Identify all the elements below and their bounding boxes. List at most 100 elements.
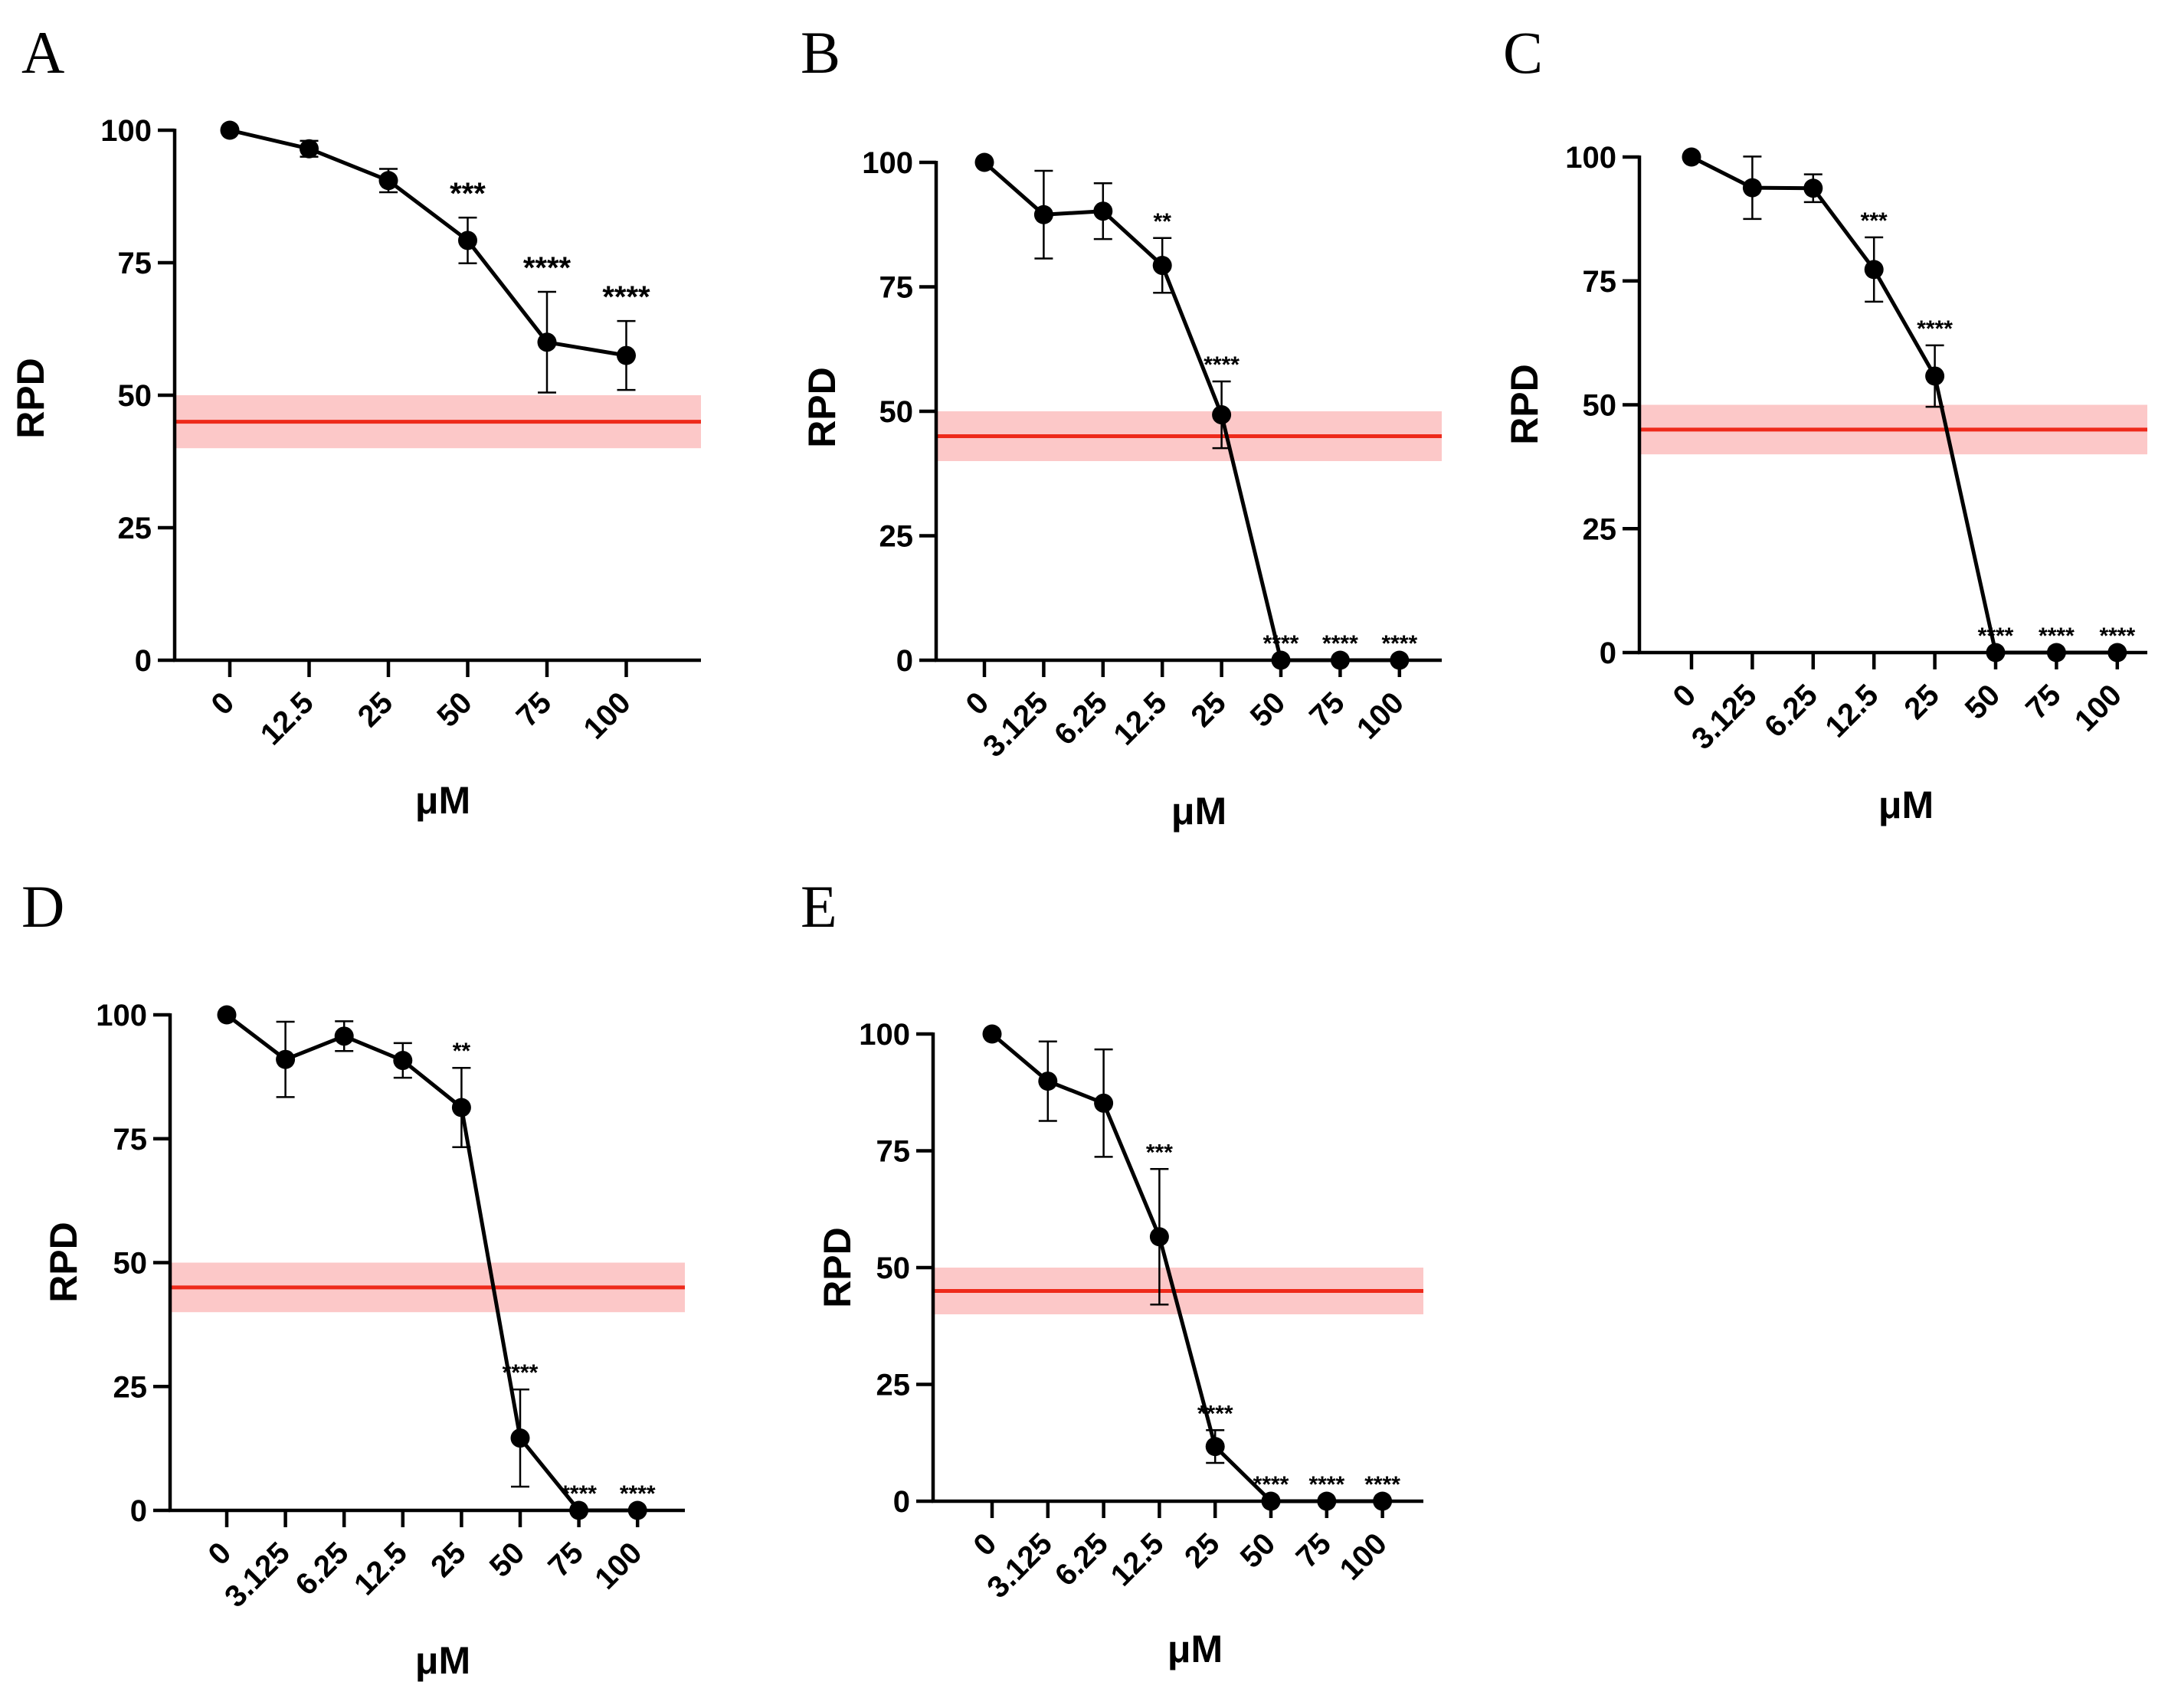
significance-label: *** xyxy=(1146,1140,1173,1165)
significance-label: **** xyxy=(1322,631,1358,656)
x-tick-label: 25 xyxy=(1898,678,1946,726)
data-point xyxy=(1149,1227,1169,1247)
data-point xyxy=(276,1049,296,1069)
data-point xyxy=(1373,1491,1393,1511)
y-axis-title: RPD xyxy=(801,367,843,448)
x-tick-label: 12.5 xyxy=(348,1536,414,1602)
y-tick-label: 75 xyxy=(1583,265,1617,299)
y-tick-label: 100 xyxy=(1565,141,1616,175)
y-tick-label: 0 xyxy=(1600,636,1616,670)
y-tick-label: 25 xyxy=(118,512,152,545)
x-tick-label: 12.5 xyxy=(1819,678,1885,744)
series-line xyxy=(983,161,1400,663)
data-point xyxy=(537,332,557,352)
y-axis-title: RPD xyxy=(1503,364,1546,445)
data-point xyxy=(1033,205,1053,224)
x-tick-label: 50 xyxy=(1234,1526,1282,1575)
data-point xyxy=(217,1005,237,1025)
x-tick-label: 12.5 xyxy=(254,685,320,751)
x-tick-label: 6.25 xyxy=(1048,685,1114,751)
data-point xyxy=(1261,1491,1281,1511)
x-tick-label: 75 xyxy=(2019,678,2068,726)
x-tick-label: 0 xyxy=(960,685,996,721)
y-tick-label: 25 xyxy=(113,1370,148,1404)
significance-label: **** xyxy=(1978,623,2014,649)
x-tick-label: 3.125 xyxy=(1685,678,1764,756)
significance-label: **** xyxy=(2099,623,2135,649)
y-tick-label: 25 xyxy=(876,1369,911,1402)
data-point xyxy=(1742,178,1762,198)
x-tick-label: 0 xyxy=(205,685,241,721)
x-tick-label: 0 xyxy=(202,1536,238,1572)
data-point xyxy=(1803,178,1823,198)
y-axis-title: RPD xyxy=(42,1222,85,1303)
x-axis-title: μM xyxy=(1171,790,1226,833)
x-tick-label: 6.25 xyxy=(289,1536,355,1602)
series-line xyxy=(225,1013,638,1513)
y-tick-label: 0 xyxy=(893,1485,910,1519)
x-axis-title: μM xyxy=(415,1639,470,1682)
x-tick-label: 6.25 xyxy=(1049,1526,1115,1592)
y-tick-label: 50 xyxy=(113,1247,148,1281)
data-point xyxy=(300,139,319,159)
x-tick-label: 50 xyxy=(1244,685,1292,734)
panel-letter: C xyxy=(1503,19,1543,86)
x-tick-label: 100 xyxy=(578,685,637,745)
significance-label: **** xyxy=(561,1481,597,1507)
x-tick-label: 50 xyxy=(431,685,479,734)
x-tick-label: 50 xyxy=(483,1536,532,1584)
data-point xyxy=(982,1024,1002,1044)
significance-label: **** xyxy=(1364,1472,1400,1497)
significance-label: **** xyxy=(1197,1401,1233,1426)
x-tick-label: 25 xyxy=(424,1536,473,1584)
series-line xyxy=(1690,155,2117,655)
data-point xyxy=(393,1051,413,1071)
y-tick-label: 0 xyxy=(130,1494,147,1528)
x-tick-label: 12.5 xyxy=(1105,1526,1171,1592)
x-tick-label: 12.5 xyxy=(1107,685,1173,751)
data-point xyxy=(1925,366,1945,386)
x-tick-label: 25 xyxy=(1178,1526,1226,1575)
significance-label: **** xyxy=(620,1481,656,1507)
significance-label: **** xyxy=(503,1360,539,1386)
panel-letter: E xyxy=(801,873,837,940)
x-tick-label: 0 xyxy=(1667,678,1703,714)
y-tick-label: 25 xyxy=(879,520,914,554)
data-point xyxy=(510,1428,530,1448)
x-tick-label: 50 xyxy=(1959,678,2007,726)
significance-label: **** xyxy=(1253,1472,1289,1497)
y-tick-label: 0 xyxy=(896,644,913,678)
x-tick-label: 75 xyxy=(1290,1526,1338,1575)
x-tick-label: 3.125 xyxy=(977,685,1055,764)
data-point xyxy=(1038,1072,1058,1091)
data-point xyxy=(1094,1093,1114,1113)
significance-label: *** xyxy=(450,177,486,211)
significance-label: **** xyxy=(523,251,571,285)
y-tick-label: 0 xyxy=(135,644,152,678)
x-tick-label: 25 xyxy=(1184,685,1233,734)
data-point xyxy=(458,231,477,250)
data-point xyxy=(1330,650,1350,670)
significance-label: ** xyxy=(1154,209,1172,234)
significance-label: **** xyxy=(1263,631,1299,656)
data-point xyxy=(569,1500,589,1520)
x-tick-label: 100 xyxy=(2068,678,2128,738)
data-point xyxy=(1205,1437,1225,1457)
y-tick-label: 100 xyxy=(100,114,152,148)
significance-label: **** xyxy=(1204,352,1240,378)
significance-label: **** xyxy=(602,280,650,314)
x-tick-label: 0 xyxy=(968,1526,1004,1562)
data-point xyxy=(378,171,398,191)
y-tick-label: 100 xyxy=(862,146,913,180)
data-point xyxy=(2107,643,2127,663)
x-tick-label: 100 xyxy=(588,1536,648,1595)
y-tick-label: 50 xyxy=(1583,389,1617,423)
data-point xyxy=(1093,201,1113,221)
y-tick-label: 100 xyxy=(96,999,147,1032)
data-point xyxy=(1986,643,2006,663)
significance-label: ** xyxy=(453,1039,471,1064)
